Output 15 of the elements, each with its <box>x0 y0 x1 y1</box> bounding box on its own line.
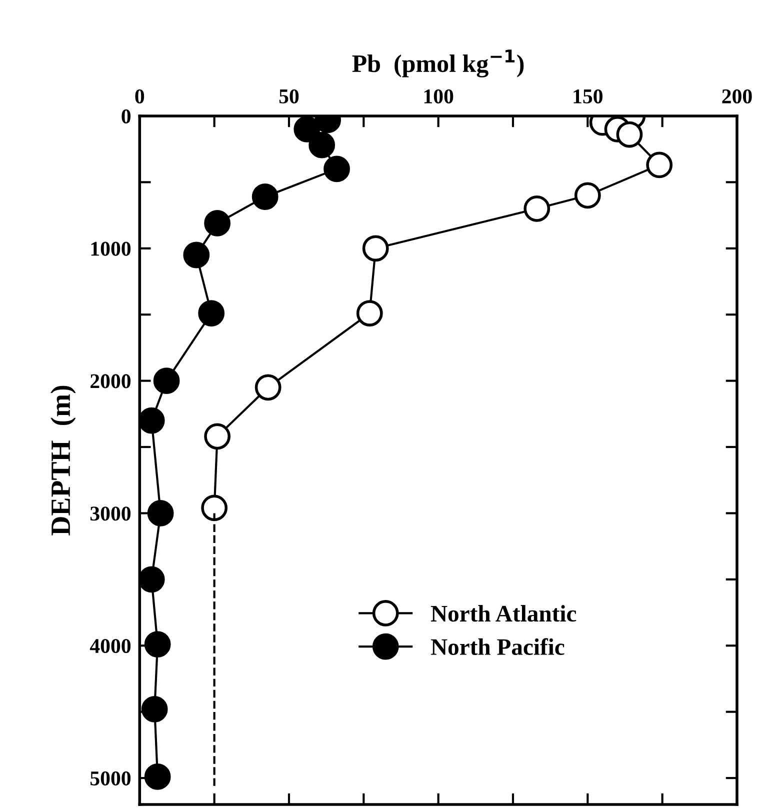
x-axis-title: Pb (pmol kg$^{−1}$) <box>352 50 524 78</box>
y-tick-label: 3000 <box>90 506 131 521</box>
x-tick-label: 100 <box>424 89 454 104</box>
legend-label: North Pacific <box>430 638 564 656</box>
y-tick-label: 4000 <box>90 638 131 654</box>
legend-label: North Atlantic <box>430 605 576 622</box>
y-tick-label: 0 <box>122 109 131 124</box>
y-tick-label: 5000 <box>90 771 131 786</box>
x-tick-label: 200 <box>722 89 752 104</box>
x-tick-label: 50 <box>279 89 299 104</box>
y-tick-label: 2000 <box>90 374 131 388</box>
x-tick-label: 0 <box>135 89 144 104</box>
y-tick-label: 1000 <box>91 242 131 256</box>
x-tick-label: 150 <box>574 89 602 104</box>
y-axis-title: DEPTH (m) <box>50 386 76 536</box>
